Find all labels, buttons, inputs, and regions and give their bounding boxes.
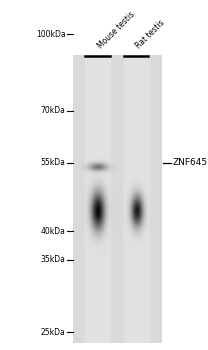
Text: 70kDa: 70kDa — [41, 106, 66, 115]
Text: 55kDa: 55kDa — [41, 158, 66, 167]
Text: Mouse testis: Mouse testis — [95, 10, 136, 51]
Text: 25kDa: 25kDa — [41, 328, 66, 337]
Text: 100kDa: 100kDa — [36, 30, 66, 38]
Text: Rat testis: Rat testis — [134, 19, 167, 51]
Text: 35kDa: 35kDa — [41, 255, 66, 264]
Text: 40kDa: 40kDa — [41, 226, 66, 236]
Text: ZNF645: ZNF645 — [173, 158, 208, 167]
